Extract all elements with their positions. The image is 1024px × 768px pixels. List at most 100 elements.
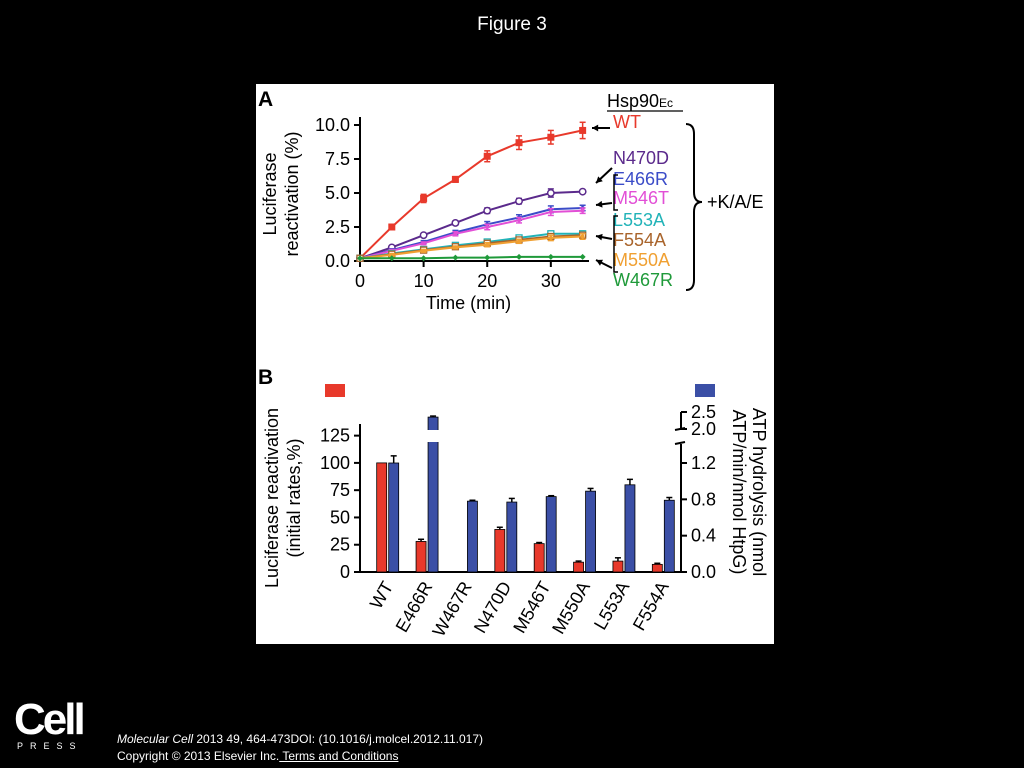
data-point-m550a [580,234,585,239]
legend-label-f554a: F554A [613,230,666,250]
panel-a-header: Hsp90Ec [607,91,673,111]
legend-swatch-atp [695,384,715,397]
y-axis-label-left-b-2: (initial rates,%) [284,438,304,557]
y-tick-label-left-b: 25 [330,535,350,555]
citation-text: Molecular Cell 2013 49, 464-473DOI: (10.… [117,732,483,746]
x-tick-label-a: 30 [541,271,561,291]
y-tick-label-left-b: 0 [340,562,350,582]
data-point-n470d [419,231,428,240]
data-point-wt [451,175,459,183]
x-tick-label-b-l553a: L553A [590,578,633,633]
data-point-w467r [420,255,427,262]
y-tick-label-left-b: 100 [320,453,350,473]
copyright-notice: Copyright © 2013 Elsevier Inc. [117,749,280,763]
y-tick-label-right-b: 1.2 [691,453,716,473]
data-point-m550a [453,245,458,250]
y-tick-label-left-b: 75 [330,480,350,500]
data-point-w467r [516,253,523,260]
data-point-wt [515,139,523,147]
series-line-m550a [359,235,583,260]
cell-press-logo: Cell PRESS [14,695,86,753]
data-point-n470d [451,218,460,227]
data-point-m550a [517,239,522,244]
bar-luciferase-m550a [573,561,584,573]
x-tick-label-b-w467r: W467R [429,578,476,640]
y-tick-label-a: 10.0 [315,115,350,135]
y-tick-label-left-b: 125 [320,426,350,446]
bracket-label: +K/A/E [707,192,764,212]
bar-atp-wt [388,462,400,573]
x-tick-label-a: 0 [355,271,365,291]
panel-a-header-sub: Ec [659,96,673,110]
series-line-n470d [359,190,583,260]
data-point-m550a [421,248,426,253]
arrow-e466r-m546t-head [596,200,603,208]
axis-break-mark [674,441,686,445]
data-point-m550a [389,252,394,257]
y-tick-label-left-b: 50 [330,507,350,527]
data-point-n470d [578,187,587,196]
bar-luciferase-n470d [494,529,506,573]
data-point-w467r [579,253,586,260]
data-point-m546t [548,210,553,215]
bar-atp-m546t [545,496,557,573]
legend-label-e466r: E466R [613,169,668,189]
x-tick-label-b-f554a: F554A [629,578,673,634]
legend-label-n470d: N470D [613,148,669,168]
terms-link[interactable]: Terms and Conditions [279,749,399,763]
figure-svg: A Hsp90Ec 0.0 2.5 5.0 7.5 10.0 0 10 20 30 Time (min… [258,88,769,640]
data-point-m546t [485,225,490,229]
data-point-n470d [515,197,523,206]
x-tick-label-b-n470d: N470D [470,578,515,637]
arrow-w467r-head [596,259,603,266]
data-point-w467r [388,255,395,262]
x-tick-label-a: 20 [477,271,497,291]
bar-atp-n470d [506,501,518,573]
legend-label-m546t: M546T [613,188,669,208]
x-tick-label-b-m550a: M550A [548,578,594,637]
bar-luciferase-f554a [651,563,663,573]
bar-atp-m550a [585,490,596,573]
data-point-w467r [452,254,459,261]
arrow-l553a-group-head [596,233,603,241]
series-line-wt [359,129,583,260]
x-axis-label-a: Time (min) [426,293,511,313]
bar-luciferase-e466r [415,541,427,573]
citation-details: 2013 49, 464-473DOI: (10.1016/j.molcel.2… [193,732,484,746]
y-tick-label-right-b: 2.5 [691,402,716,422]
legend-swatch-luciferase [325,384,345,397]
copyright-text: Copyright © 2013 Elsevier Inc. Terms and… [117,749,398,763]
data-point-m546t [517,218,522,223]
y-axis-label-right-b-1: ATP hydrolysis (nmol [749,408,769,576]
y-tick-label-a: 7.5 [325,149,350,169]
data-point-m550a [485,242,490,247]
panel-label-a: A [258,88,273,111]
bar-atp-w467r [467,500,478,573]
bar-luciferase-wt [376,462,388,573]
data-point-n470d [546,189,555,197]
y-tick-label-a: 2.5 [325,217,350,237]
data-point-w467r [547,253,554,260]
y-axis-label-a-1: Luciferase [260,152,280,235]
legend-label-wt: WT [613,112,641,132]
series-line-w467r [360,255,583,260]
data-point-w467r [484,254,491,261]
x-tick-label-a: 10 [414,271,434,291]
bar-atp-f554a [663,499,675,573]
bar-luciferase-l553a [612,560,624,573]
y-axis-label-a-2: reactivation (%) [282,131,302,256]
figure-title: Figure 3 [477,14,547,35]
bar-atp-l553a [624,484,636,573]
y-tick-label-right-b: 0.4 [691,526,716,546]
figure-panel: A Hsp90Ec 0.0 2.5 5.0 7.5 10.0 0 10 20 30 Time (min… [256,84,774,644]
logo-word: Cell [14,695,86,744]
data-point-wt [420,194,428,202]
y-tick-label-right-b: 2.0 [691,419,716,439]
y-tick-label-right-b: 0.8 [691,489,716,509]
x-tick-label-b-wt: WT [366,578,397,612]
logo-subword: PRESS [17,741,83,751]
data-point-wt [483,152,491,160]
data-point-m546t [453,231,458,236]
data-point-wt [388,223,396,231]
arrow-n470d-head [596,176,603,183]
